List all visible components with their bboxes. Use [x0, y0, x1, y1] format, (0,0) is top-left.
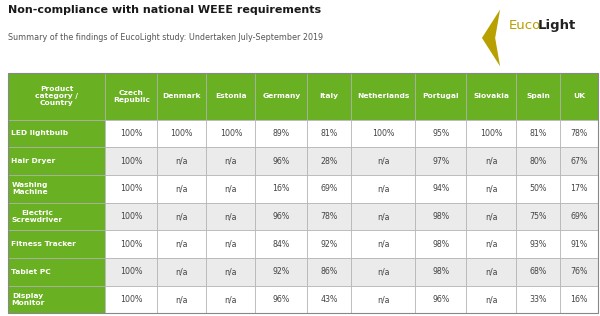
Text: Electric
Screwdriver: Electric Screwdriver	[11, 210, 62, 223]
Text: Product
category /
Country: Product category / Country	[35, 86, 78, 106]
Text: n/a: n/a	[224, 184, 237, 193]
Text: 28%: 28%	[320, 157, 338, 166]
Text: LED lightbulb: LED lightbulb	[11, 131, 68, 137]
Text: n/a: n/a	[224, 267, 237, 276]
Text: 81%: 81%	[530, 129, 547, 138]
Text: n/a: n/a	[485, 295, 497, 304]
Text: Netherlands: Netherlands	[357, 93, 410, 99]
Text: 96%: 96%	[432, 295, 449, 304]
Text: Spain: Spain	[526, 93, 550, 99]
Polygon shape	[482, 9, 500, 66]
Text: n/a: n/a	[175, 267, 188, 276]
Text: n/a: n/a	[224, 157, 237, 166]
Text: Display
Monitor: Display Monitor	[11, 293, 45, 306]
Text: n/a: n/a	[175, 295, 188, 304]
Text: 76%: 76%	[571, 267, 588, 276]
Text: Denmark: Denmark	[163, 93, 201, 99]
Text: Portugal: Portugal	[422, 93, 459, 99]
Text: 69%: 69%	[320, 184, 338, 193]
Text: Italy: Italy	[320, 93, 338, 99]
Text: 100%: 100%	[120, 212, 142, 221]
Text: 81%: 81%	[320, 129, 338, 138]
Text: 75%: 75%	[530, 212, 547, 221]
Text: 94%: 94%	[432, 184, 449, 193]
Text: Hair Dryer: Hair Dryer	[11, 158, 56, 164]
Text: n/a: n/a	[224, 240, 237, 249]
Text: 100%: 100%	[372, 129, 395, 138]
Text: 98%: 98%	[432, 240, 449, 249]
Text: Germany: Germany	[262, 93, 301, 99]
Text: 100%: 100%	[120, 267, 142, 276]
Text: 97%: 97%	[432, 157, 449, 166]
Text: Non-compliance with national WEEE requirements: Non-compliance with national WEEE requir…	[8, 5, 321, 15]
Text: 16%: 16%	[272, 184, 290, 193]
Text: 100%: 100%	[120, 295, 142, 304]
Text: 98%: 98%	[432, 212, 449, 221]
Text: 100%: 100%	[170, 129, 193, 138]
Text: 86%: 86%	[320, 267, 338, 276]
Text: Light: Light	[538, 19, 576, 32]
Text: 100%: 100%	[120, 157, 142, 166]
Text: 50%: 50%	[530, 184, 547, 193]
Text: 96%: 96%	[272, 157, 290, 166]
Text: n/a: n/a	[175, 157, 188, 166]
Text: 100%: 100%	[120, 240, 142, 249]
Text: 91%: 91%	[571, 240, 588, 249]
Text: n/a: n/a	[175, 212, 188, 221]
Text: 98%: 98%	[432, 267, 449, 276]
Text: 96%: 96%	[272, 295, 290, 304]
Text: 67%: 67%	[571, 157, 588, 166]
Text: 43%: 43%	[320, 295, 338, 304]
Text: Summary of the findings of EucoLight study: Undertaken July-September 2019: Summary of the findings of EucoLight stu…	[8, 33, 323, 42]
Text: n/a: n/a	[377, 295, 389, 304]
Text: 100%: 100%	[120, 129, 142, 138]
Text: 84%: 84%	[272, 240, 290, 249]
Text: n/a: n/a	[485, 267, 497, 276]
Text: n/a: n/a	[377, 157, 389, 166]
Text: 16%: 16%	[571, 295, 588, 304]
Text: n/a: n/a	[224, 295, 237, 304]
Text: UK: UK	[573, 93, 586, 99]
Text: 93%: 93%	[530, 240, 547, 249]
Text: Tablet PC: Tablet PC	[11, 269, 51, 275]
Text: Slovakia: Slovakia	[473, 93, 509, 99]
Text: n/a: n/a	[175, 240, 188, 249]
Text: 78%: 78%	[320, 212, 338, 221]
Text: 80%: 80%	[530, 157, 547, 166]
Text: Washing
Machine: Washing Machine	[11, 182, 48, 195]
Text: 33%: 33%	[530, 295, 547, 304]
Text: n/a: n/a	[485, 184, 497, 193]
Text: n/a: n/a	[485, 240, 497, 249]
Text: n/a: n/a	[175, 184, 188, 193]
Text: 96%: 96%	[272, 212, 290, 221]
Text: Estonia: Estonia	[215, 93, 247, 99]
Text: n/a: n/a	[377, 184, 389, 193]
Text: 100%: 100%	[220, 129, 242, 138]
Text: 78%: 78%	[571, 129, 588, 138]
Text: 100%: 100%	[480, 129, 502, 138]
Text: 95%: 95%	[432, 129, 449, 138]
Text: Fitness Tracker: Fitness Tracker	[11, 241, 76, 247]
Text: n/a: n/a	[377, 240, 389, 249]
Text: 92%: 92%	[272, 267, 290, 276]
Text: 89%: 89%	[272, 129, 290, 138]
Text: Czech
Republic: Czech Republic	[113, 90, 150, 103]
Text: n/a: n/a	[224, 212, 237, 221]
Text: n/a: n/a	[377, 267, 389, 276]
Text: n/a: n/a	[377, 212, 389, 221]
Text: 69%: 69%	[571, 212, 588, 221]
Text: 68%: 68%	[530, 267, 547, 276]
Text: 92%: 92%	[320, 240, 338, 249]
Text: Euco: Euco	[509, 19, 541, 32]
Text: n/a: n/a	[485, 157, 497, 166]
Text: 17%: 17%	[571, 184, 588, 193]
Text: n/a: n/a	[485, 212, 497, 221]
Text: 100%: 100%	[120, 184, 142, 193]
